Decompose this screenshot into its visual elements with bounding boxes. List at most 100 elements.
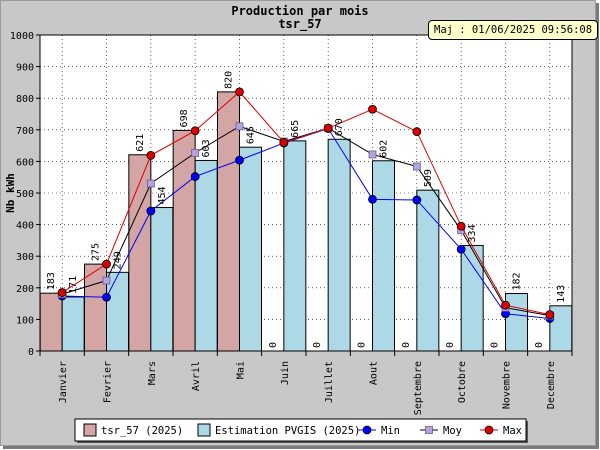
x-tick-label: Decembre — [546, 361, 557, 409]
point-moy — [235, 122, 244, 131]
x-tick-label: Mars — [147, 361, 158, 385]
y-tick-label: 100 — [16, 315, 34, 326]
y-tick-label: 400 — [16, 221, 34, 232]
point-min — [235, 155, 244, 165]
legend-swatch — [83, 423, 97, 437]
y-tick-label: 500 — [16, 189, 34, 200]
point-moy — [412, 162, 421, 171]
data-label: 454 — [157, 186, 168, 204]
point-max — [279, 138, 289, 147]
y-tick-label: 900 — [16, 63, 34, 74]
point-max — [323, 123, 333, 133]
point-max — [368, 104, 377, 114]
legend-swatch — [197, 423, 211, 437]
bar-estimation — [61, 296, 85, 352]
legend-label: Estimation PVGIS (2025) — [215, 425, 360, 437]
x-tick-label: Novembre — [502, 361, 513, 409]
point-max — [545, 310, 555, 320]
bar-production — [217, 91, 240, 352]
legend-box — [74, 418, 527, 442]
x-tick-label: Octobre — [457, 361, 468, 403]
legend-marker — [484, 425, 494, 435]
data-label: 509 — [423, 169, 434, 187]
point-max — [456, 221, 466, 231]
data-label: 182 — [512, 272, 523, 290]
y-tick-label: 300 — [16, 252, 34, 263]
x-tick-label: Septembre — [413, 361, 424, 415]
bar-estimation — [106, 271, 129, 352]
y-tick-label: 1000 — [10, 31, 34, 42]
point-moy — [191, 148, 200, 157]
data-label: 0 — [312, 342, 323, 348]
data-label: 0 — [357, 342, 368, 348]
point-max — [146, 150, 156, 160]
y-tick-label: 200 — [16, 284, 34, 295]
y-tick-label: 0 — [28, 347, 34, 358]
data-label: 621 — [135, 134, 146, 152]
data-label: 0 — [401, 342, 412, 348]
bar-estimation — [327, 138, 351, 352]
data-label: 602 — [379, 140, 390, 158]
x-tick-label: Avril — [191, 361, 202, 391]
bar-estimation — [194, 159, 218, 352]
point-moy — [146, 179, 155, 188]
x-tick-label: Fevrier — [103, 361, 114, 403]
y-tick-label: 800 — [16, 94, 34, 105]
point-max — [102, 259, 111, 269]
point-max — [501, 300, 510, 310]
bar-estimation — [150, 207, 174, 352]
point-min — [368, 194, 377, 204]
bar-estimation — [372, 160, 395, 352]
data-label: 183 — [46, 272, 57, 290]
series-line-max — [61, 91, 550, 316]
bar-estimation — [460, 244, 484, 352]
chart-title: Production par mois — [231, 4, 368, 18]
data-label: 0 — [445, 342, 456, 348]
bar-estimation — [283, 140, 307, 352]
point-min — [146, 206, 156, 216]
legend-label: Min — [381, 425, 400, 437]
chart-subtitle: tsr_57 — [278, 17, 321, 32]
point-max — [57, 288, 67, 297]
point-max — [235, 87, 244, 97]
data-label: 334 — [467, 224, 478, 242]
legend-label: tsr_57 (2025) — [101, 425, 183, 437]
data-label: 171 — [68, 276, 79, 294]
data-label: 665 — [290, 120, 301, 138]
x-tick-label: Juin — [280, 361, 291, 385]
data-label: 603 — [201, 139, 212, 157]
x-tick-label: Janvier — [58, 361, 69, 403]
bar-estimation — [416, 189, 440, 352]
data-label: 0 — [268, 342, 279, 348]
bar-estimation — [239, 146, 262, 352]
y-tick-label: 600 — [16, 157, 34, 168]
data-label: 0 — [490, 342, 501, 348]
point-moy — [368, 150, 377, 159]
bar-estimation — [505, 292, 528, 352]
data-label: 645 — [246, 126, 257, 144]
point-min — [412, 195, 422, 205]
x-tick-label: Mai — [236, 361, 247, 379]
point-moy — [102, 276, 111, 285]
data-label: 698 — [179, 109, 190, 127]
update-timestamp-badge: Maj : 01/06/2025 09:56:08 — [428, 20, 599, 40]
x-tick-label: Juillet — [324, 361, 335, 403]
legend: tsr_57 (2025) Estimation PVGIS (2025) Min M… — [74, 418, 528, 443]
legend-marker — [362, 425, 372, 435]
data-label: 249 — [113, 251, 124, 269]
point-max — [190, 126, 200, 136]
legend-label: Moy — [443, 425, 462, 437]
bar-production — [39, 292, 63, 352]
point-max — [412, 127, 422, 137]
y-axis-label: Nb kWh — [4, 173, 17, 213]
data-label: 275 — [91, 243, 102, 261]
bar-production — [172, 129, 196, 352]
point-min — [190, 172, 200, 181]
data-label: 670 — [334, 118, 345, 136]
bar-estimation — [549, 305, 573, 352]
data-label: 820 — [224, 71, 235, 89]
data-label: 0 — [534, 342, 545, 348]
x-tick-label: Aout — [369, 361, 380, 385]
legend-marker — [425, 426, 433, 434]
